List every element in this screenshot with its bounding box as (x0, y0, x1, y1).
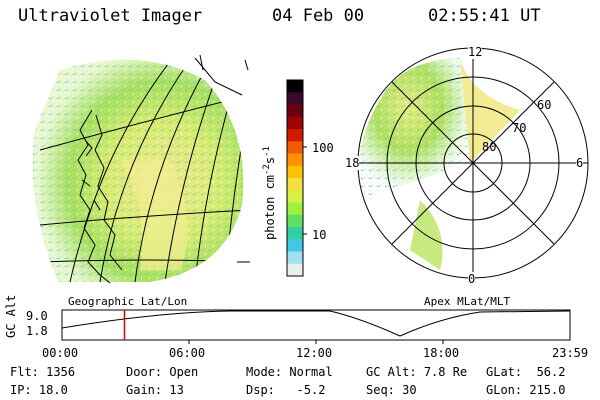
apex-label: Apex MLat/MLT (424, 295, 511, 308)
coastline (77, 109, 123, 284)
colorbar-frame (286, 79, 304, 277)
colorbar-swatch (287, 227, 303, 240)
colorbar-swatch (287, 104, 303, 118)
colorbar-swatch (287, 178, 303, 191)
dsp-info: Dsp: -5.2 (246, 383, 326, 397)
colorbar-tick-100: 100 (312, 141, 334, 155)
geographic-image (32, 59, 244, 282)
door-info: Door: Open (126, 365, 199, 379)
colorbar-swatch (287, 239, 303, 252)
xtick-1800: 18:00 (423, 346, 460, 360)
lat-label-60: 60 (537, 98, 552, 112)
colorbar-swatch (287, 92, 303, 105)
gain-info: Gain: 13 (126, 383, 184, 397)
colorbar-swatch (287, 190, 303, 203)
colorbar-unit-label: photon cm-2s-1 (262, 146, 277, 240)
instrument-title: Ultraviolet Imager (18, 6, 203, 26)
ip-info: IP: 18.0 (10, 383, 68, 397)
colorbar-tick-10: 10 (312, 228, 327, 242)
geographic-label: Geographic Lat/Lon (68, 295, 188, 308)
glon-info: GLon: 215.0 (486, 383, 566, 397)
timeline-ylabel: GC Alt (4, 294, 18, 338)
colorbar-swatch (287, 153, 303, 167)
mlt-label-12: 12 (468, 45, 483, 59)
lat-label-70: 70 (512, 121, 527, 135)
colorbar-swatch (287, 80, 303, 93)
colorbar-swatch (287, 214, 303, 228)
time-label: 02:55:41 UT (428, 6, 541, 26)
xtick-2359: 23:59 (552, 346, 589, 360)
mlt-label-0: 0 (468, 272, 476, 286)
timeline-ymax: 9.0 (26, 309, 48, 323)
colorbar-swatch (287, 263, 303, 277)
date-label: 04 Feb 00 (272, 6, 365, 26)
xtick-1200: 12:00 (296, 346, 333, 360)
flt-info: Flt: 1356 (10, 365, 76, 379)
mode-info: Mode: Normal (246, 365, 333, 379)
timeline-ymin: 1.8 (26, 324, 48, 338)
colorbar-swatch (287, 165, 303, 179)
colorbar-swatch (287, 251, 303, 265)
xtick-0000: 00:00 (42, 346, 79, 360)
polar-plot (357, 47, 589, 279)
mlt-label-18: 18 (345, 156, 360, 170)
colorbar (286, 79, 304, 277)
altitude-timeline (61, 309, 571, 344)
colorbar-ticks (303, 146, 307, 235)
colorbar-swatch (287, 116, 303, 130)
gcalt-info: GC Alt: 7.8 Re (366, 365, 468, 379)
geo-outline-lines (194, 54, 250, 263)
colorbar-swatch (287, 141, 303, 154)
colorbar-swatch (287, 202, 303, 216)
mlt-label-6: 6 (576, 156, 584, 170)
colorbar-swatch (287, 129, 303, 142)
seq-info: Seq: 30 (366, 383, 417, 397)
xtick-0600: 06:00 (169, 346, 206, 360)
glat-info: GLat: 56.2 (486, 365, 566, 379)
lat-label-80: 80 (482, 140, 497, 154)
